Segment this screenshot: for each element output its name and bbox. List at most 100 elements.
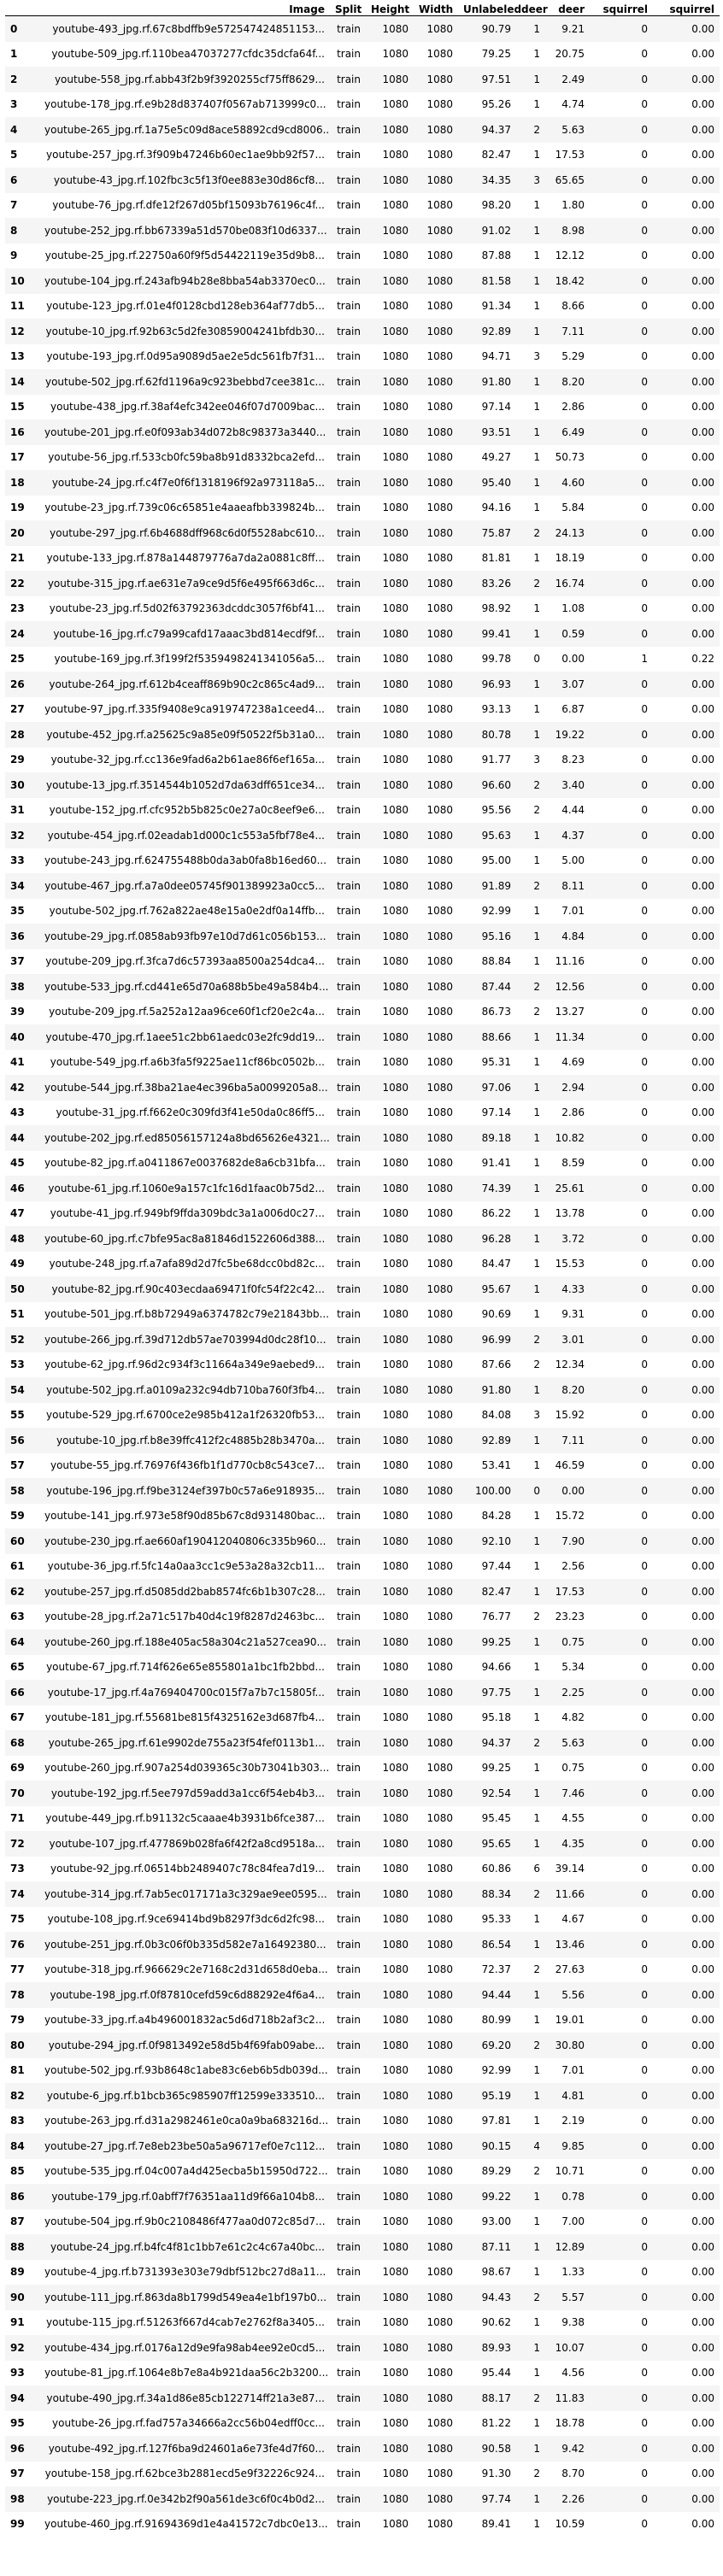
split-cell: train [337,980,361,993]
unlabeled-cell: 81.58 [481,274,511,287]
row-index: 94 [10,2391,25,2404]
squirrel-count-cell: 0 [641,300,648,313]
unlabeled-cell: 69.20 [481,2039,511,2051]
squirrel-count-cell: 0 [641,199,648,212]
deer-percent-cell: 20.75 [555,48,585,61]
unlabeled-cell: 97.14 [481,1106,511,1119]
squirrel-percent-cell: 0.00 [691,1409,714,1422]
image-cell: youtube-263_jpg.rf.d31a2982461e0ca0a9ba6… [44,2115,329,2127]
image-cell: youtube-55_jpg.rf.76976f436fb1f1d770cb8c… [50,1459,325,1472]
image-cell: youtube-29_jpg.rf.0858ab93fb97e10d7d61c0… [44,930,326,942]
squirrel-count-cell: 0 [641,930,648,942]
unlabeled-cell: 99.25 [481,1762,511,1775]
image-cell: youtube-493_jpg.rf.67c8bdffb9e5725474248… [52,22,325,35]
image-cell: youtube-41_jpg.rf.949bf9ffda309bdc3a1a00… [50,1207,325,1220]
row-index: 48 [10,1232,25,1245]
squirrel-percent-cell: 0.00 [691,1207,714,1220]
height-cell: 1080 [382,754,409,766]
width-cell: 1080 [426,980,453,993]
image-cell: youtube-179_jpg.rf.0abff7f76351aa11d9f66… [51,2190,325,2203]
width-cell: 1080 [426,476,453,489]
squirrel-percent-cell: 0.00 [691,2391,714,2404]
deer-percent-cell: 8.20 [561,375,585,388]
table-row: 69 youtube-260_jpg.rf.907a254d039365c30b7… [5,1756,720,1781]
deer-count-cell: 1 [533,1635,540,1648]
table-row: 77 youtube-318_jpg.rf.966629c2e7168c2d31d… [5,1957,720,1983]
squirrel-count-cell: 0 [641,1837,648,1850]
width-cell: 1080 [426,1282,453,1295]
image-cell: youtube-169_jpg.rf.3f199f2f5359498241341… [54,653,325,666]
split-cell: train [337,249,361,262]
table-row: 66 youtube-17_jpg.rf.4a769404700c015f7a7b… [5,1680,720,1705]
squirrel-count-cell: 0 [641,526,648,539]
width-cell: 1080 [426,678,453,690]
table-row: 43 youtube-31_jpg.rf.f662e0c309fd3f41e50d… [5,1100,720,1126]
width-cell: 1080 [426,1333,453,1346]
table-row: 57 youtube-55_jpg.rf.76976f436fb1f1d770cb… [5,1453,720,1479]
deer-percent-cell: 23.23 [555,1611,585,1623]
row-index: 84 [10,2139,25,2152]
split-cell: train [337,1787,361,1799]
split-cell: train [337,2391,361,2404]
deer-count-cell: 3 [533,1409,540,1422]
squirrel-count-cell: 0 [641,602,648,615]
table-row: 34 youtube-467_jpg.rf.a7a0dee05745f901389… [5,873,720,899]
row-index: 41 [10,1056,25,1069]
width-cell: 1080 [426,526,453,539]
row-index: 66 [10,1686,25,1699]
deer-percent-cell: 3.01 [561,1333,585,1346]
squirrel-percent-cell: 0.00 [691,2518,714,2531]
width-cell: 1080 [426,2467,453,2480]
image-cell: youtube-108_jpg.rf.9ce69414bd9b8297f3dc6… [47,1913,325,1926]
image-cell: youtube-4_jpg.rf.b731393e303e79dbf512bc2… [44,2266,326,2279]
split-cell: train [337,2064,361,2077]
split-cell: train [337,1611,361,1623]
squirrel-percent-cell: 0.00 [691,425,714,438]
row-index: 26 [10,678,25,690]
row-index: 21 [10,552,25,565]
table-row: 64 youtube-260_jpg.rf.188e405ac58a304c21a… [5,1629,720,1655]
row-index: 38 [10,980,25,993]
deer-percent-cell: 11.66 [555,1887,585,1900]
unlabeled-cell: 94.37 [481,123,511,136]
table-row: 89 youtube-4_jpg.rf.b731393e303e79dbf512b… [5,2260,720,2286]
image-cell: youtube-13_jpg.rf.3514544b1052d7da63dff6… [45,778,325,791]
image-cell: youtube-158_jpg.rf.62bce3b2881ecd5e9f322… [44,2467,325,2480]
image-cell: youtube-265_jpg.rf.1a75e5c09d8ace58892cd… [44,123,330,136]
deer-percent-cell: 9.85 [561,2139,585,2152]
squirrel-percent-cell: 0.00 [691,678,714,690]
unlabeled-cell: 95.18 [481,1711,511,1724]
height-cell: 1080 [382,1863,409,1875]
split-cell: train [337,375,361,388]
row-index: 71 [10,1812,25,1825]
row-index: 59 [10,1510,25,1523]
unlabeled-cell: 34.35 [481,173,511,186]
unlabeled-cell: 90.15 [481,2139,511,2152]
deer-percent-cell: 4.35 [561,1837,585,1850]
split-cell: train [337,2467,361,2480]
deer-count-cell: 1 [533,401,540,414]
row-index: 10 [10,274,25,287]
squirrel-percent-cell: 0.00 [691,1484,714,1497]
deer-percent-cell: 8.98 [561,224,585,237]
unlabeled-cell: 95.65 [481,1837,511,1850]
height-cell: 1080 [382,1913,409,1926]
height-cell: 1080 [382,375,409,388]
width-cell: 1080 [426,73,453,85]
squirrel-count-cell: 0 [641,123,648,136]
squirrel-percent-cell: 0.00 [691,1938,714,1951]
deer-percent-cell: 4.69 [561,1056,585,1069]
squirrel-count-cell: 0 [641,1182,648,1194]
row-index: 15 [10,401,25,414]
split-cell: train [337,300,361,313]
deer-percent-cell: 8.23 [561,754,585,766]
deer-count-cell: 1 [533,1383,540,1396]
row-index: 30 [10,778,25,791]
squirrel-count-cell: 0 [641,249,648,262]
unlabeled-cell: 87.11 [481,2240,511,2253]
height-cell: 1080 [382,2089,409,2102]
width-cell: 1080 [426,955,453,968]
squirrel-count-cell: 0 [641,2039,648,2051]
squirrel-percent-cell: 0.00 [691,2039,714,2051]
width-cell: 1080 [426,1030,453,1043]
